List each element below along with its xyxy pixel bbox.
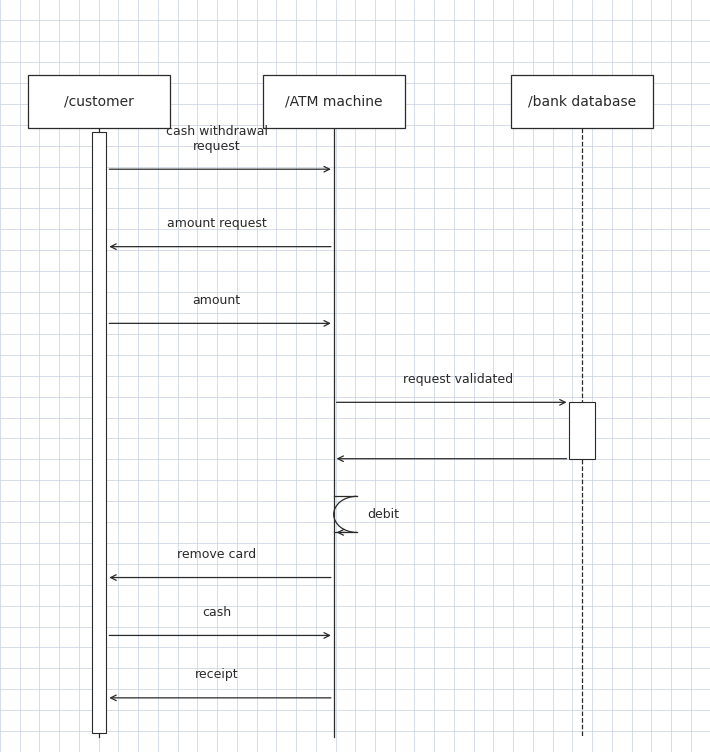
Text: remove card: remove card <box>177 548 256 561</box>
Text: cash withdrawal
request: cash withdrawal request <box>165 125 268 153</box>
Bar <box>511 75 653 128</box>
Text: receipt: receipt <box>195 669 239 681</box>
Text: /bank database: /bank database <box>528 95 636 108</box>
Text: /customer: /customer <box>65 95 134 108</box>
Text: /ATM machine: /ATM machine <box>285 95 383 108</box>
Bar <box>569 402 595 459</box>
Text: debit: debit <box>368 508 400 521</box>
Text: amount request: amount request <box>167 217 266 230</box>
Bar <box>263 75 405 128</box>
Bar <box>92 132 106 733</box>
Bar <box>28 75 170 128</box>
Text: cash: cash <box>202 606 231 619</box>
Text: amount: amount <box>192 294 241 307</box>
Text: request validated: request validated <box>403 373 513 386</box>
